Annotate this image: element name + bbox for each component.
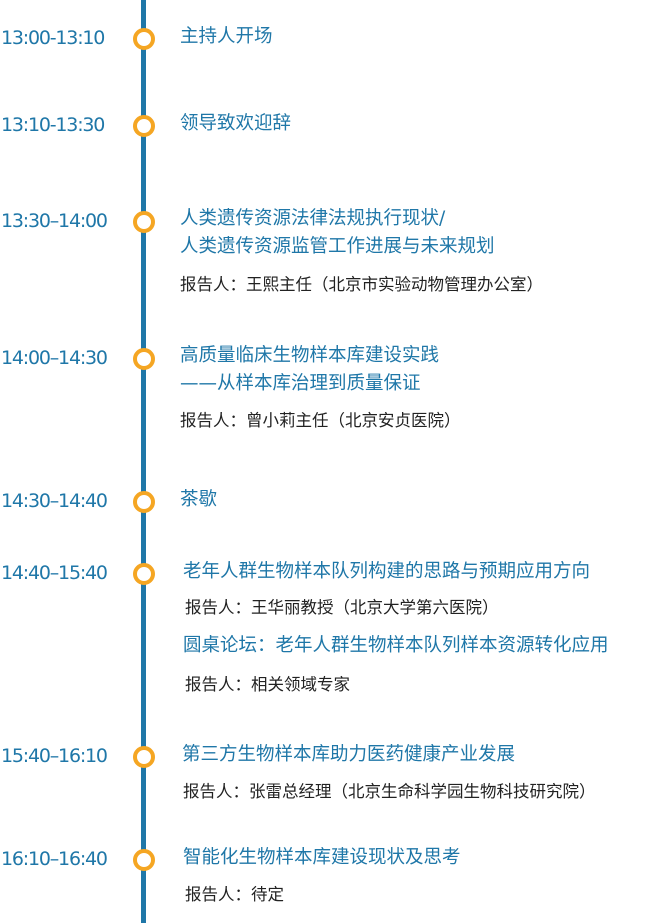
session-title: 第三方生物样本库助力医药健康产业发展 (182, 744, 516, 765)
session-time: 14:00–14:30 (1, 347, 108, 369)
roundtable-reporter: 报告人：相关领域专家 (185, 675, 350, 694)
session-title: 老年人群生物样本队列构建的思路与预期应用方向 (183, 561, 591, 582)
session-title-line2: 人类遗传资源监管工作进展与未来规划 (180, 236, 495, 257)
session-reporter: 报告人：王熙主任（北京市实验动物管理办公室） (180, 275, 543, 294)
timeline-dot-icon (133, 348, 155, 370)
timeline-line (141, 0, 146, 923)
roundtable-title: 圆桌论坛：老年人群生物样本队列样本资源转化应用 (183, 635, 609, 656)
session-time: 14:30–14:40 (1, 490, 108, 512)
timeline-dot-icon (133, 491, 155, 513)
session-title: 高质量临床生物样本库建设实践 (180, 345, 440, 366)
session-title-line2: ——从样本库治理到质量保证 (180, 373, 421, 394)
session-reporter: 报告人：曾小莉主任（北京安贞医院） (180, 411, 461, 430)
timeline-dot-icon (133, 746, 155, 768)
session-title: 人类遗传资源法律法规执行现状/ (180, 208, 446, 229)
session-time: 13:30–14:00 (1, 210, 108, 232)
session-time: 16:10–16:40 (1, 848, 108, 870)
session-reporter: 报告人：待定 (185, 885, 284, 904)
session-title: 领导致欢迎辞 (180, 113, 292, 134)
timeline-dot-icon (133, 563, 155, 585)
session-time: 13:10-13:30 (1, 114, 105, 136)
timeline-dot-icon (133, 115, 155, 137)
timeline-dot-icon (133, 28, 155, 50)
session-time: 14:40–15:40 (1, 562, 108, 584)
session-time: 13:00-13:10 (1, 27, 105, 49)
session-reporter: 报告人：张雷总经理（北京生命科学园生物科技研究院） (183, 782, 596, 801)
session-title: 主持人开场 (180, 26, 273, 47)
session-reporter: 报告人：王华丽教授（北京大学第六医院） (185, 598, 499, 617)
timeline-dot-icon (133, 849, 155, 871)
session-time: 15:40–16:10 (1, 745, 108, 767)
session-title: 智能化生物样本库建设现状及思考 (183, 847, 461, 868)
session-title: 茶歇 (180, 489, 218, 510)
timeline-dot-icon (133, 211, 155, 233)
